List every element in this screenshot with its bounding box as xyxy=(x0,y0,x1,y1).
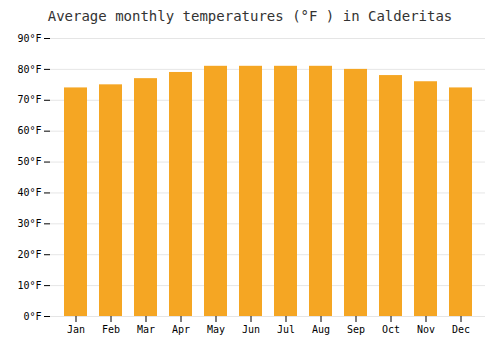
svg-text:80°F: 80°F xyxy=(17,64,41,75)
svg-text:Sep: Sep xyxy=(347,324,365,335)
svg-text:Jun: Jun xyxy=(242,324,260,335)
svg-text:90°F: 90°F xyxy=(17,33,41,44)
svg-text:60°F: 60°F xyxy=(17,125,41,136)
svg-text:Jul: Jul xyxy=(277,324,295,335)
svg-text:Aug: Aug xyxy=(312,324,330,335)
svg-text:Oct: Oct xyxy=(382,324,400,335)
svg-text:Mar: Mar xyxy=(137,324,155,335)
svg-text:Jan: Jan xyxy=(67,324,85,335)
svg-text:Apr: Apr xyxy=(172,324,190,335)
svg-text:20°F: 20°F xyxy=(17,249,41,260)
svg-text:0°F: 0°F xyxy=(23,311,41,322)
svg-text:50°F: 50°F xyxy=(17,156,41,167)
svg-text:Nov: Nov xyxy=(417,324,435,335)
svg-text:10°F: 10°F xyxy=(17,280,41,291)
svg-text:40°F: 40°F xyxy=(17,187,41,198)
svg-text:70°F: 70°F xyxy=(17,94,41,105)
svg-text:30°F: 30°F xyxy=(17,218,41,229)
svg-text:Feb: Feb xyxy=(102,324,120,335)
svg-text:May: May xyxy=(207,324,225,335)
svg-text:Dec: Dec xyxy=(452,324,470,335)
html-text:Average monthly temperatures (: Average monthly temperatures (°F ) in Ca… xyxy=(47,8,453,24)
